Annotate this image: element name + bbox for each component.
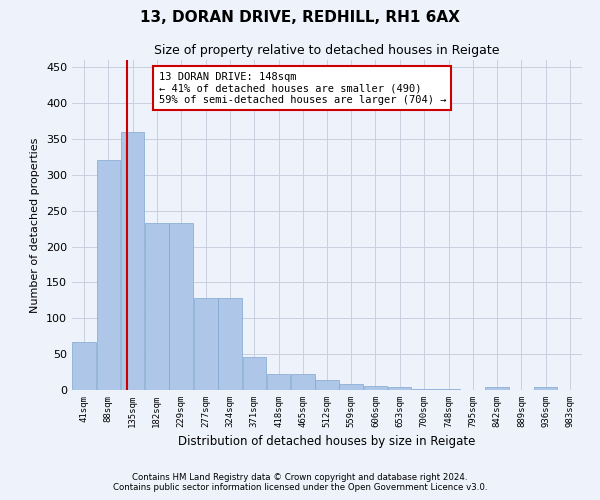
Bar (169, 223, 193, 390)
Bar (97, 160, 120, 390)
Bar (121, 132, 145, 390)
Bar (412, 388, 436, 390)
Bar (315, 380, 339, 390)
Bar (485, 387, 509, 390)
X-axis label: Distribution of detached houses by size in Reigate: Distribution of detached houses by size … (178, 436, 476, 448)
Y-axis label: Number of detached properties: Number of detached properties (31, 138, 40, 312)
Title: Size of property relative to detached houses in Reigate: Size of property relative to detached ho… (154, 44, 500, 58)
Text: 13 DORAN DRIVE: 148sqm
← 41% of detached houses are smaller (490)
59% of semi-de: 13 DORAN DRIVE: 148sqm ← 41% of detached… (158, 72, 446, 105)
Bar (242, 357, 266, 390)
Bar (388, 387, 412, 390)
Bar (145, 223, 169, 390)
Bar (291, 374, 314, 390)
Bar (194, 298, 218, 390)
Bar (267, 374, 290, 390)
Bar (437, 388, 460, 390)
Text: 13, DORAN DRIVE, REDHILL, RH1 6AX: 13, DORAN DRIVE, REDHILL, RH1 6AX (140, 10, 460, 25)
Bar (340, 384, 363, 390)
Text: Contains HM Land Registry data © Crown copyright and database right 2024.
Contai: Contains HM Land Registry data © Crown c… (113, 473, 487, 492)
Bar (534, 387, 557, 390)
Bar (364, 386, 387, 390)
Bar (73, 342, 96, 390)
Bar (218, 298, 242, 390)
